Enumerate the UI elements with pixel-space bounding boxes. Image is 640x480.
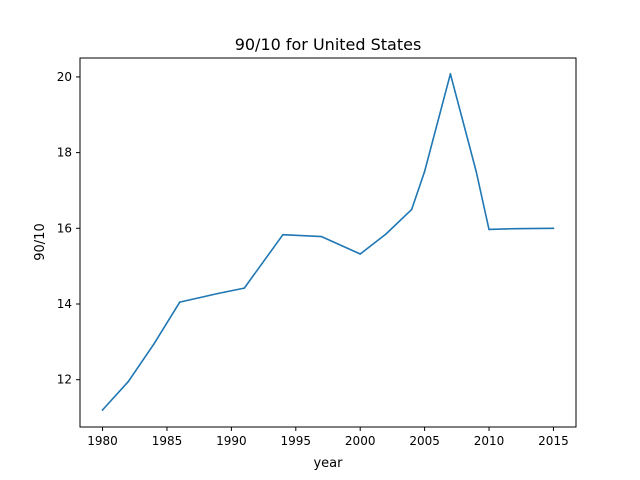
y-axis-label: 90/10 [33,223,48,260]
series-line [101,73,555,411]
data-point [243,287,246,289]
y-tick-label: 16 [57,221,72,235]
data-point [410,208,413,211]
x-tick-label: 1985 [152,434,183,448]
y-tick-label: 12 [57,373,72,387]
data-point [359,253,362,255]
x-tick-label: 1995 [281,434,312,448]
y-tick-label: 18 [57,146,72,160]
data-point [475,170,478,173]
x-tick-label: 2010 [474,434,505,448]
x-tick-label: 1980 [87,434,118,448]
y-axis-ticks: 12 14 16 18 20 [57,70,80,387]
x-tick-label: 2015 [538,434,569,448]
x-axis-ticks: 1980 1985 1990 1995 2000 2005 2010 2015 [87,427,569,448]
data-point [514,227,516,230]
chart-title: 90/10 for United States [235,35,422,54]
x-tick-label: 2000 [345,434,376,448]
data-point [552,227,555,230]
x-tick-label: 2005 [409,434,440,448]
data-point [101,409,104,411]
data-point [449,73,452,75]
data-point [282,233,284,236]
data-point [127,380,130,383]
data-point [423,170,426,173]
data-point [179,301,181,303]
data-point [385,233,387,235]
data-point [488,228,490,231]
data-point [217,292,220,295]
series-layer [101,73,555,411]
y-tick-label: 14 [57,297,72,311]
data-point [320,235,323,238]
data-point [153,342,155,345]
x-axis-label: year [313,456,343,471]
y-tick-label: 20 [57,70,72,84]
plot-area-frame [79,57,577,428]
x-tick-label: 1990 [216,434,247,448]
